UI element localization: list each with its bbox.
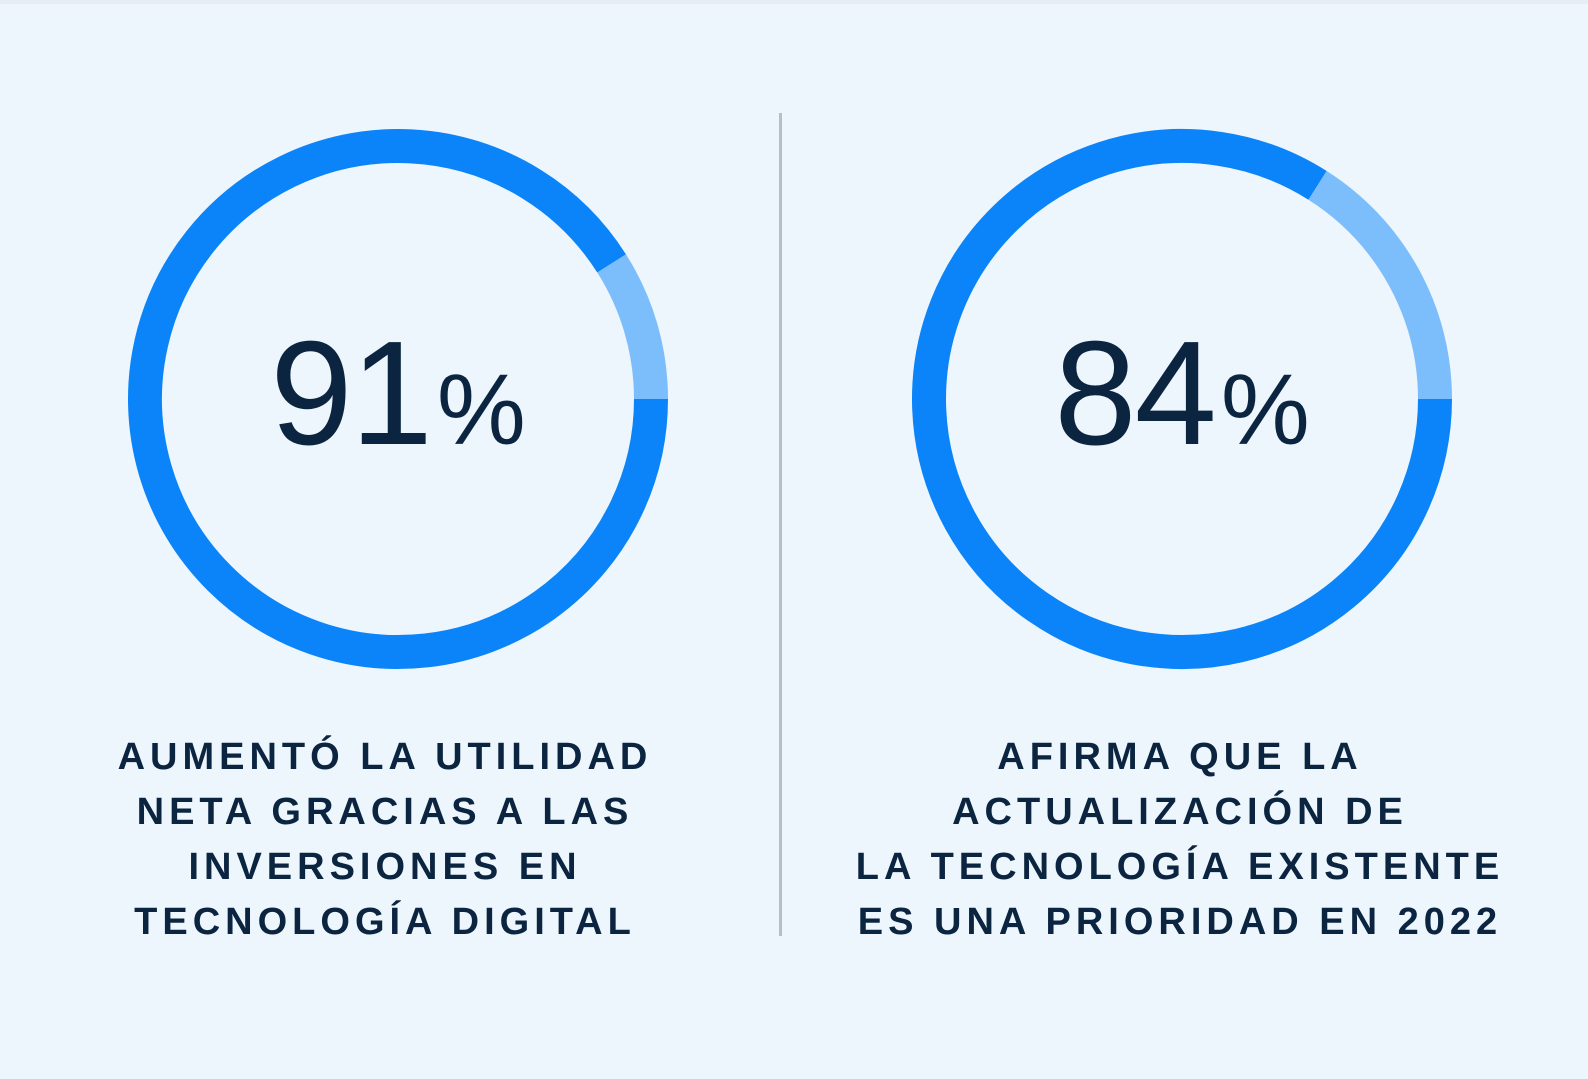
- stat-value: 84 %: [910, 320, 1454, 480]
- stat-caption: AFIRMA QUE LA ACTUALIZACIÓN DE LA TECNOL…: [830, 730, 1530, 950]
- donut-value-arc: [912, 129, 1452, 669]
- donut-value-arc: [128, 129, 668, 669]
- caption-line: TECNOLOGÍA DIGITAL: [134, 901, 636, 943]
- donut-remainder-arc: [597, 254, 668, 400]
- percent-sign: %: [436, 354, 526, 466]
- caption-line: ACTUALIZACIÓN DE: [952, 791, 1408, 833]
- stat-panel-left: 91 % AUMENTÓ LA UTILIDAD NETA GRACIAS A …: [0, 0, 790, 1079]
- stat-caption: AUMENTÓ LA UTILIDAD NETA GRACIAS A LAS I…: [60, 730, 710, 950]
- donut-chart: [912, 129, 1452, 669]
- caption-line: INVERSIONES EN: [188, 846, 582, 888]
- caption-line: LA TECNOLOGÍA EXISTENTE: [855, 846, 1505, 888]
- caption-line: AUMENTÓ LA UTILIDAD: [117, 736, 653, 778]
- caption-line: NETA GRACIAS A LAS: [136, 791, 634, 833]
- top-rule: [0, 0, 1588, 4]
- donut-chart: [128, 129, 668, 669]
- caption-line: AFIRMA QUE LA: [997, 736, 1363, 778]
- stat-panel-right: 84 % AFIRMA QUE LA ACTUALIZACIÓN DE LA T…: [790, 0, 1580, 1079]
- stat-value: 91 %: [126, 320, 670, 480]
- donut-remainder-arc: [1308, 171, 1452, 400]
- stat-number: 84: [1054, 311, 1217, 476]
- stat-number: 91: [270, 311, 433, 476]
- caption-line: ES UNA PRIORIDAD EN 2022: [857, 901, 1503, 943]
- vertical-divider: [779, 113, 782, 936]
- percent-sign: %: [1220, 354, 1310, 466]
